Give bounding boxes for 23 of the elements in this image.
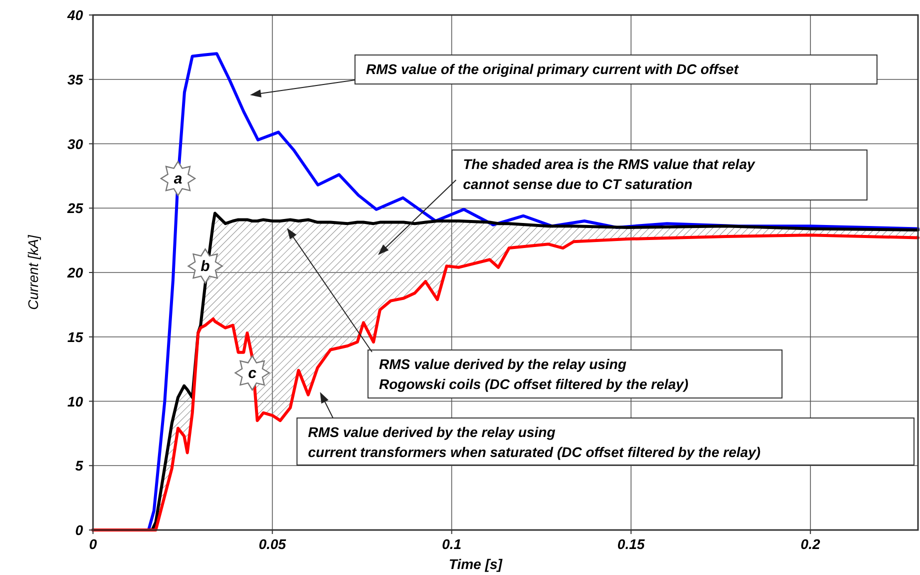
x-tick-label: 0 (89, 536, 98, 552)
y-tick-label: 0 (75, 522, 84, 538)
annotation: a (174, 170, 182, 188)
annotation: The shaded area is the RMS value that relay cannot sense due to CT saturation (463, 156, 756, 192)
x-tick-label: 0.1 (442, 536, 462, 552)
annotation: RMS value of the original primary current with DC offset (366, 61, 740, 77)
y-tick-label: 35 (67, 71, 84, 88)
x-tick-label: 0.2 (800, 536, 820, 552)
y-tick-label: 15 (67, 328, 84, 345)
annotation: b (200, 258, 210, 276)
y-tick-label: 30 (67, 136, 84, 152)
y-tick-label: 40 (66, 7, 84, 23)
annotation: RMS value derived by the relay using Rogowski coils (DC offset filtered by the relay) (379, 356, 689, 392)
x-tick-label: 0.05 (258, 536, 286, 552)
annotation: RMS value derived by the relay using current transformers when saturated (DC offset filtered by the relay) (308, 424, 761, 460)
x-tick-label: 0.15 (617, 536, 645, 552)
y-tick-label: 5 (75, 458, 84, 474)
y-tick-label: 20 (66, 264, 84, 280)
x-axis-title: Time [s] (448, 556, 504, 572)
y-tick-label: 25 (66, 200, 84, 216)
annotation: c (248, 364, 258, 382)
y-axis-title: Current [kA] (25, 234, 41, 310)
y-tick-label: 10 (67, 393, 84, 410)
